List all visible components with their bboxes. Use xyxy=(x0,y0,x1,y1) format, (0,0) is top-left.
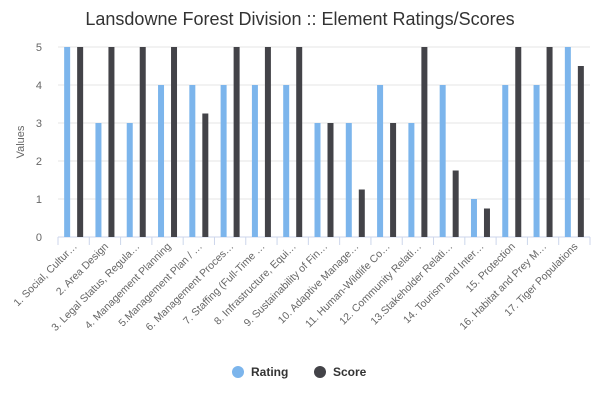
bar-rating-2[interactable] xyxy=(95,123,102,237)
bar-rating-8[interactable] xyxy=(283,85,290,237)
y-axis-ticks: 0 1 2 3 4 5 xyxy=(36,42,42,244)
bar-score-2[interactable] xyxy=(108,47,115,237)
y-tick-label: 0 xyxy=(36,232,42,244)
bar-rating-4[interactable] xyxy=(158,85,165,237)
bar-rating-3[interactable] xyxy=(126,123,133,237)
bar-score-16[interactable] xyxy=(546,47,553,237)
bar-score-8[interactable] xyxy=(296,47,303,237)
bar-rating-9[interactable] xyxy=(314,123,321,237)
bar-rating-7[interactable] xyxy=(251,85,258,237)
bar-rating-11[interactable] xyxy=(377,85,384,237)
legend-marker xyxy=(232,366,244,378)
bar-score-15[interactable] xyxy=(515,47,522,237)
bar-score-14[interactable] xyxy=(483,208,490,238)
bar-score-12[interactable] xyxy=(421,47,428,237)
bar-rating-17[interactable] xyxy=(564,47,571,237)
legend-label: Rating xyxy=(251,365,288,379)
bar-score-5[interactable] xyxy=(202,113,209,238)
y-tick-label: 3 xyxy=(36,118,42,130)
bar-rating-1[interactable] xyxy=(64,47,71,237)
bar-rating-13[interactable] xyxy=(439,85,446,237)
y-tick-label: 4 xyxy=(36,80,42,92)
bar-rating-14[interactable] xyxy=(470,199,477,237)
legend-marker xyxy=(314,366,326,378)
bar-score-11[interactable] xyxy=(390,123,397,237)
y-tick-label: 2 xyxy=(36,156,42,168)
legend[interactable]: Rating Score xyxy=(232,365,367,379)
bar-rating-15[interactable] xyxy=(502,85,509,237)
legend-item-rating[interactable]: Rating xyxy=(232,365,288,379)
grid-lines xyxy=(58,46,590,238)
bar-score-6[interactable] xyxy=(233,47,240,237)
bar-score-7[interactable] xyxy=(264,47,271,237)
bar-score-4[interactable] xyxy=(171,47,178,237)
bar-score-17[interactable] xyxy=(577,66,584,237)
legend-item-score[interactable]: Score xyxy=(314,365,367,379)
bar-rating-12[interactable] xyxy=(408,123,415,237)
y-tick-label: 1 xyxy=(36,194,42,206)
bar-rating-6[interactable] xyxy=(220,85,227,237)
bar-score-1[interactable] xyxy=(77,47,84,237)
legend-label: Score xyxy=(333,365,367,379)
bar-score-10[interactable] xyxy=(358,189,365,238)
y-tick-label: 5 xyxy=(36,42,42,54)
chart-title: Lansdowne Forest Division :: Element Rat… xyxy=(85,9,514,29)
bar-score-9[interactable] xyxy=(327,123,334,237)
bar-rating-16[interactable] xyxy=(533,85,540,237)
y-axis-label: Values xyxy=(15,125,27,158)
bar-score-13[interactable] xyxy=(452,170,459,238)
bar-score-3[interactable] xyxy=(139,47,146,237)
bar-rating-5[interactable] xyxy=(189,85,196,237)
bar-rating-10[interactable] xyxy=(345,123,352,237)
bars xyxy=(64,47,584,237)
